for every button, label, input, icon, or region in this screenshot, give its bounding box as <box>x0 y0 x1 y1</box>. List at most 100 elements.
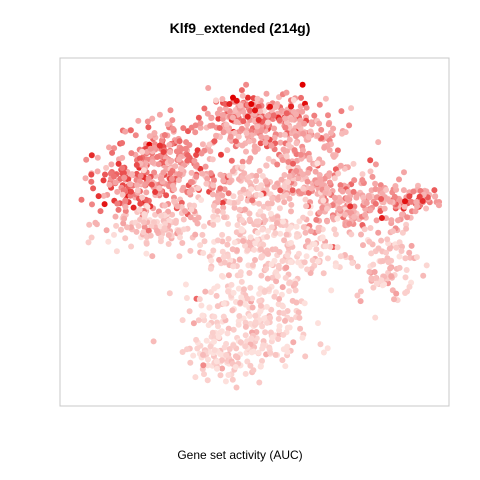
data-point <box>276 117 283 124</box>
data-point <box>214 110 221 117</box>
data-point <box>304 178 311 185</box>
data-point <box>111 145 118 152</box>
data-point <box>263 178 270 185</box>
data-point <box>303 253 310 260</box>
data-point <box>362 211 368 218</box>
data-point <box>328 129 334 136</box>
data-point <box>240 238 247 244</box>
data-point <box>403 267 410 273</box>
data-point <box>378 237 385 244</box>
x-axis-label: Gene set activity (AUC) <box>177 448 303 462</box>
data-point <box>322 243 329 250</box>
data-point <box>130 204 137 211</box>
data-point <box>145 124 152 131</box>
data-point <box>146 133 153 140</box>
data-point <box>128 243 135 250</box>
data-point <box>401 169 407 176</box>
data-point <box>399 229 406 236</box>
data-point <box>388 217 395 224</box>
data-point <box>113 248 120 255</box>
data-point <box>302 353 309 360</box>
data-point <box>229 246 236 253</box>
data-point <box>221 259 228 266</box>
data-point <box>397 198 404 205</box>
data-point <box>339 188 346 195</box>
data-point <box>119 140 126 146</box>
data-point <box>204 175 211 182</box>
data-point <box>220 204 227 211</box>
data-point <box>133 228 140 235</box>
data-point <box>257 191 264 198</box>
data-point <box>105 238 112 245</box>
data-point <box>368 250 375 257</box>
data-point <box>338 108 345 115</box>
data-point <box>219 96 226 102</box>
data-point <box>255 117 262 123</box>
data-point <box>293 223 300 230</box>
data-point <box>287 259 294 266</box>
data-point <box>286 195 293 202</box>
data-point <box>137 172 144 179</box>
data-point <box>286 279 293 286</box>
data-point <box>366 268 373 275</box>
data-point <box>286 173 293 180</box>
data-point <box>402 198 408 205</box>
data-point <box>195 185 202 192</box>
data-point <box>263 134 270 141</box>
data-point <box>282 317 288 324</box>
data-point <box>268 224 275 231</box>
data-point <box>193 173 200 180</box>
data-point <box>204 362 211 369</box>
data-point <box>182 281 189 288</box>
data-point <box>242 206 248 213</box>
data-point <box>200 250 207 256</box>
data-point <box>211 338 217 345</box>
data-point <box>299 108 306 115</box>
data-point <box>319 235 326 242</box>
data-point <box>219 173 226 180</box>
data-point <box>229 114 236 121</box>
data-point <box>78 196 85 203</box>
data-point <box>213 132 219 139</box>
data-point <box>276 205 283 212</box>
data-point <box>239 92 246 99</box>
data-point <box>311 112 318 119</box>
data-point <box>288 208 294 215</box>
data-point <box>160 149 167 155</box>
data-point <box>278 176 285 183</box>
data-point <box>202 163 209 170</box>
data-point <box>301 120 308 127</box>
data-point <box>271 125 278 132</box>
data-point <box>327 243 334 250</box>
data-point <box>213 358 220 365</box>
data-point <box>298 190 305 197</box>
data-point <box>103 227 110 234</box>
data-point <box>295 309 302 316</box>
data-point <box>302 229 309 236</box>
data-point <box>180 184 187 191</box>
data-point <box>187 359 194 366</box>
data-point <box>132 132 139 139</box>
data-point <box>244 94 251 101</box>
data-point <box>345 196 352 203</box>
chart-title: Klf9_extended (214g) <box>169 20 311 36</box>
data-point <box>359 171 366 178</box>
data-point <box>373 280 380 287</box>
data-point <box>279 284 286 291</box>
data-point <box>396 176 402 183</box>
data-point <box>304 266 311 273</box>
data-point <box>219 192 226 199</box>
data-point <box>204 110 211 117</box>
data-point <box>186 308 193 315</box>
data-point <box>378 215 385 221</box>
data-point <box>149 115 156 122</box>
data-point <box>113 222 120 229</box>
data-point <box>211 177 217 184</box>
data-point <box>186 189 193 196</box>
data-point <box>371 269 378 275</box>
data-point <box>268 306 275 313</box>
data-point <box>129 171 136 178</box>
data-point <box>120 220 127 227</box>
data-point <box>360 194 367 201</box>
data-point <box>337 182 344 189</box>
